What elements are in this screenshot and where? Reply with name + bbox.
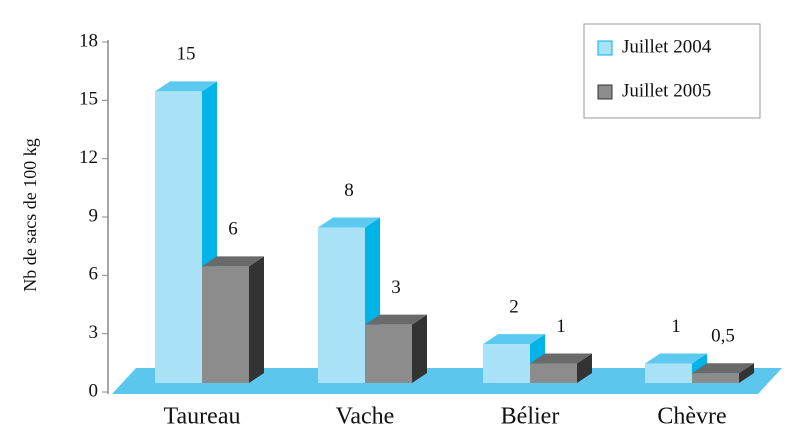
floor <box>112 368 782 394</box>
value-label: 1 <box>556 316 566 337</box>
y-axis-label: Nb de sacs de 100 kg <box>20 138 40 291</box>
legend <box>583 23 761 119</box>
bar <box>530 363 577 383</box>
bar-side <box>249 256 264 383</box>
bar <box>318 227 365 383</box>
legend-swatch <box>597 84 613 100</box>
legend-label: Juillet 2004 <box>622 36 712 57</box>
bar-top <box>645 353 707 364</box>
bar-top <box>483 334 545 345</box>
value-label: 1 <box>671 316 681 337</box>
bar-top <box>692 363 754 374</box>
x-tick-label: Taureau <box>164 404 241 430</box>
bar <box>645 363 692 383</box>
y-tick-label: 15 <box>79 89 98 110</box>
bar-top <box>202 256 264 267</box>
y-tick-label: 18 <box>79 30 98 51</box>
value-label: 0,5 <box>711 326 735 347</box>
y-tick-label: 9 <box>89 205 99 226</box>
bar-top <box>530 353 592 364</box>
bar-side <box>577 353 592 383</box>
value-label: 6 <box>228 219 238 240</box>
x-tick-label: Bélier <box>501 404 560 430</box>
bar <box>155 91 202 383</box>
y-tick-label: 3 <box>89 322 99 343</box>
x-tick-label: Chèvre <box>657 404 726 430</box>
bar-top <box>318 217 380 228</box>
legend-label: Juillet 2005 <box>622 80 711 101</box>
value-label: 2 <box>509 296 519 317</box>
value-label: 3 <box>391 277 401 298</box>
bar-top <box>155 81 217 92</box>
bar-side <box>412 314 427 383</box>
bar <box>365 324 412 383</box>
bar <box>692 373 739 383</box>
y-tick-label: 0 <box>89 380 99 401</box>
value-label: 15 <box>177 44 196 65</box>
y-tick-label: 12 <box>79 147 98 168</box>
value-label: 8 <box>344 180 354 201</box>
bar-side <box>739 363 754 383</box>
legend-swatch <box>597 40 613 56</box>
bar <box>483 344 530 383</box>
x-tick-label: Vache <box>336 404 395 430</box>
y-tick-label: 6 <box>89 264 99 285</box>
bar-top <box>365 314 427 325</box>
bar <box>202 266 249 383</box>
